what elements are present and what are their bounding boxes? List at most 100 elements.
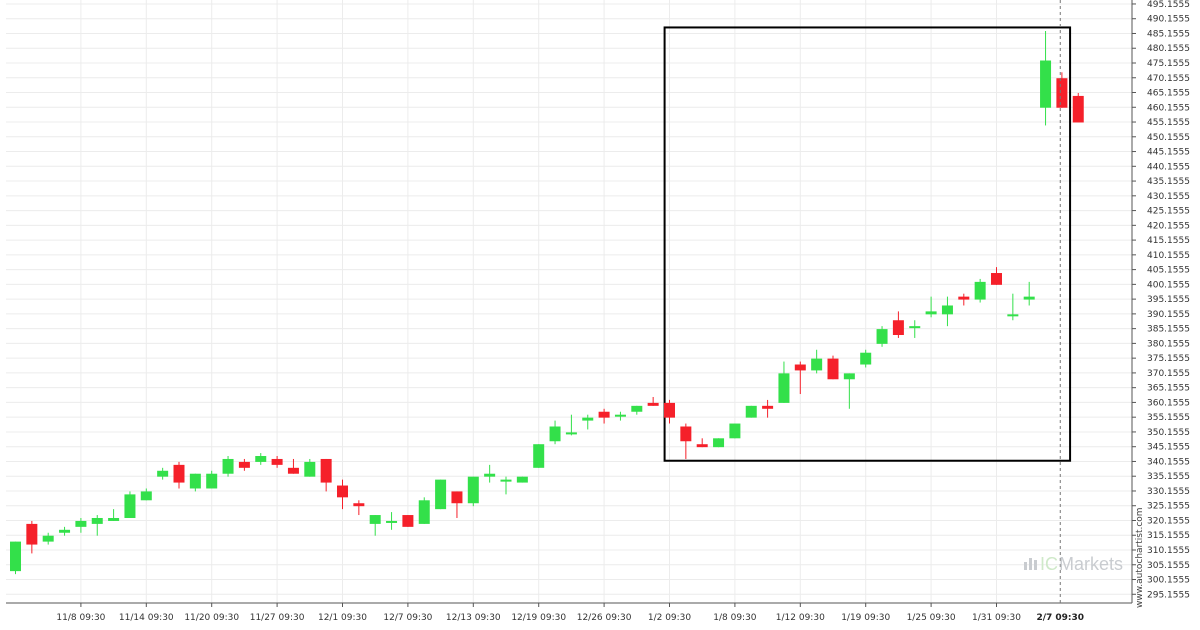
candle <box>353 500 365 516</box>
candle <box>778 361 790 403</box>
candle-body <box>287 467 299 474</box>
candle-body <box>10 541 21 572</box>
candle <box>811 349 823 374</box>
y-tick-label: 455.1555 <box>1147 118 1190 128</box>
candle <box>647 396 659 406</box>
candle <box>1007 293 1019 321</box>
candle-body <box>614 414 626 417</box>
candle <box>435 479 447 510</box>
candle-body <box>958 296 970 300</box>
candle <box>516 476 528 483</box>
candle-body <box>565 432 577 435</box>
candle-body <box>549 426 561 442</box>
y-tick-label: 345.1555 <box>1147 443 1190 453</box>
candle-body <box>320 458 332 483</box>
x-tick-label: 1/25 09:30 <box>907 613 956 623</box>
candle <box>59 526 71 536</box>
candle <box>337 479 348 510</box>
candle-body <box>75 520 87 527</box>
y-tick-label: 325.1555 <box>1147 502 1190 512</box>
y-tick-label: 385.1555 <box>1147 325 1190 335</box>
candle-body <box>876 329 888 344</box>
x-tick-label: 12/7 09:30 <box>383 613 432 623</box>
candle-body <box>680 426 692 442</box>
candle-body <box>42 535 54 542</box>
y-tick-label: 470.1555 <box>1147 74 1190 84</box>
candle <box>1072 92 1084 123</box>
y-tick-label: 375.1555 <box>1147 354 1190 364</box>
y-tick-label: 390.1555 <box>1147 310 1190 320</box>
candle-body <box>533 444 545 468</box>
candle <box>467 476 479 507</box>
candle-body <box>484 473 496 477</box>
candle-body <box>1040 60 1052 108</box>
x-tick-label: 1/19 09:30 <box>841 613 890 623</box>
candle-body <box>778 373 790 403</box>
y-tick-label: 480.1555 <box>1147 44 1190 54</box>
candle-body <box>189 473 201 489</box>
x-tick-label: 11/14 09:30 <box>119 613 174 623</box>
y-tick-label: 395.1555 <box>1147 295 1190 305</box>
candle-body <box>696 444 708 448</box>
candle <box>75 517 87 533</box>
axes-layer: 295.1555 300.1555 305.1555 310.1555 315.1555… <box>6 0 1190 623</box>
brand-name: Markets <box>1059 554 1123 574</box>
candle <box>140 488 152 501</box>
candle-body <box>337 485 348 498</box>
candle <box>108 509 120 521</box>
candle-body <box>108 517 120 521</box>
x-tick-label: 1/12 09:30 <box>776 613 825 623</box>
brand-logo-icon <box>1024 558 1037 570</box>
candle-body <box>664 402 675 418</box>
candle <box>157 467 169 480</box>
candle-body <box>909 326 921 329</box>
x-tick-label: 12/1 09:30 <box>318 613 367 623</box>
grid-lines <box>6 0 1132 603</box>
candle-body <box>647 402 659 406</box>
y-tick-label: 310.1555 <box>1147 546 1190 556</box>
candle-body <box>255 456 267 462</box>
y-tick-label: 320.1555 <box>1147 516 1190 526</box>
y-tick-label: 335.1555 <box>1147 472 1190 482</box>
candle <box>582 414 594 430</box>
candle <box>124 491 136 518</box>
y-tick-label: 365.1555 <box>1147 384 1190 394</box>
candle-body <box>173 464 185 483</box>
candle-body <box>59 529 71 533</box>
y-tick-label: 400.1555 <box>1147 280 1190 290</box>
y-tick-label: 355.1555 <box>1147 413 1190 423</box>
candle-body <box>238 461 250 468</box>
candle-body <box>631 405 643 412</box>
candle <box>222 456 234 477</box>
y-tick-label: 405.1555 <box>1147 266 1190 276</box>
y-tick-label: 475.1555 <box>1147 59 1190 69</box>
candle-body <box>271 458 283 465</box>
y-tick-label: 350.1555 <box>1147 428 1190 438</box>
candle-body <box>991 273 1002 285</box>
y-tick-label: 430.1555 <box>1147 192 1190 202</box>
candle <box>10 541 21 575</box>
candle <box>255 453 267 465</box>
candle-body <box>811 358 823 371</box>
candle-body <box>1023 296 1035 300</box>
x-tick-label: 12/13 09:30 <box>446 613 501 623</box>
candle <box>287 458 299 474</box>
candle <box>794 361 806 395</box>
candle <box>1023 281 1035 306</box>
candle-body <box>827 358 839 380</box>
candle <box>386 512 398 530</box>
y-tick-label: 495.1555 <box>1147 0 1190 10</box>
y-tick-label: 450.1555 <box>1147 133 1190 143</box>
y-tick-label: 425.1555 <box>1147 207 1190 217</box>
current-time-label: 2/7 09:30 <box>1036 613 1084 623</box>
candle <box>680 423 692 459</box>
y-tick-label: 485.1555 <box>1147 29 1190 39</box>
candle-body <box>206 473 218 489</box>
y-tick-label: 370.1555 <box>1147 369 1190 379</box>
candle <box>941 296 953 327</box>
candle <box>974 278 986 303</box>
candle <box>631 405 643 415</box>
candle <box>614 411 626 421</box>
candle <box>991 267 1002 285</box>
candle <box>745 405 757 418</box>
